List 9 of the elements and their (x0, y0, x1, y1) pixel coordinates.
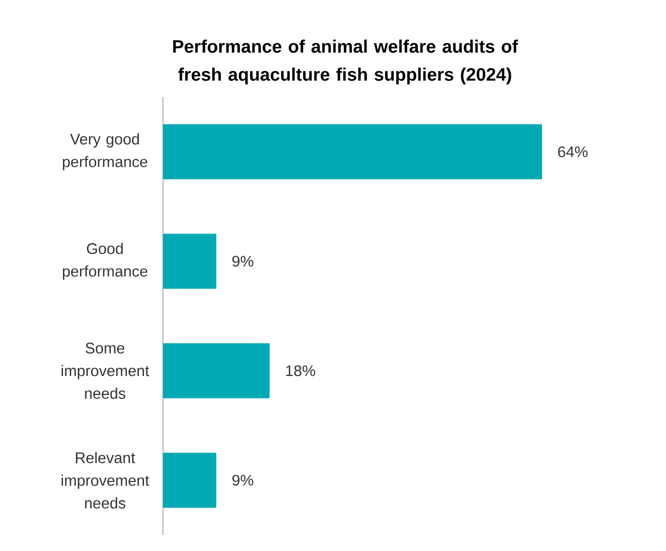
y-tick-label: Relevant improvement needs (62, 452, 150, 509)
y-tick-label: Good performance (62, 242, 148, 280)
data-label: 18% (286, 365, 316, 376)
y-tick-label: Very good performance (62, 133, 148, 170)
y-tick-label: Some improvement needs (62, 342, 150, 399)
data-label: 64% (558, 146, 588, 158)
chart-title: Performance of animal welfare audits of fresh aquaculture fish suppliers (2024) (173, 40, 518, 84)
data-label: 9% (232, 474, 254, 486)
data-label: 9% (232, 256, 254, 267)
